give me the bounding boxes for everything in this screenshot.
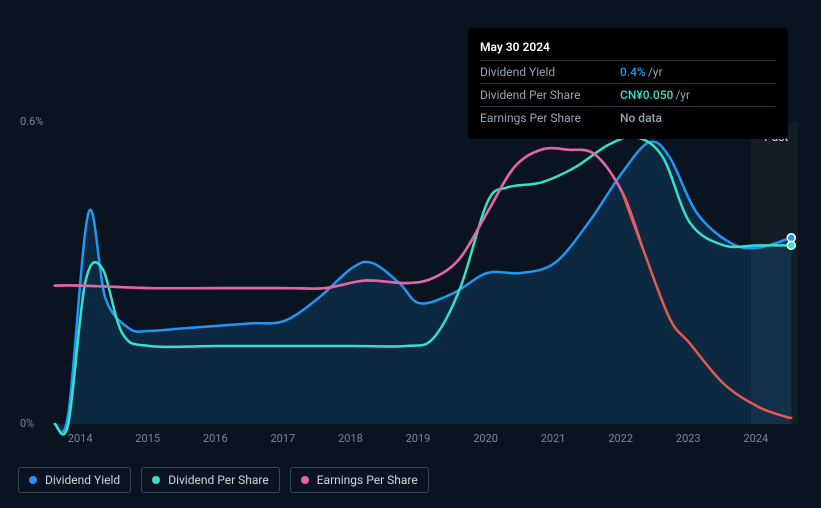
tooltip-row-value: CN¥0.050 <box>620 86 673 104</box>
tooltip-row: Dividend Yield0.4%/yr <box>480 60 776 83</box>
tooltip: May 30 2024 Dividend Yield0.4%/yrDividen… <box>468 28 788 139</box>
tooltip-row: Earnings Per ShareNo data <box>480 106 776 129</box>
legend-item[interactable]: Dividend Yield <box>18 467 131 493</box>
tooltip-row-suffix: /yr <box>675 86 690 104</box>
legend-item[interactable]: Dividend Per Share <box>141 467 280 493</box>
tooltip-date: May 30 2024 <box>480 38 776 56</box>
x-tick-label: 2019 <box>406 432 431 445</box>
legend-item[interactable]: Earnings Per Share <box>290 467 429 493</box>
legend-item-label: Dividend Yield <box>45 473 120 487</box>
tooltip-row-suffix: /yr <box>648 63 663 81</box>
x-tick-label: 2022 <box>608 432 633 445</box>
legend-dot-icon <box>152 476 160 484</box>
x-tick-label: 2016 <box>203 432 228 445</box>
x-tick-label: 2017 <box>270 432 295 445</box>
tooltip-rows: Dividend Yield0.4%/yrDividend Per ShareC… <box>480 60 776 129</box>
x-tick-label: 2015 <box>135 432 160 445</box>
x-tick-label: 2018 <box>338 432 363 445</box>
legend-dot-icon <box>29 476 37 484</box>
tooltip-row-label: Dividend Per Share <box>480 86 620 104</box>
x-tick-label: 2021 <box>541 432 566 445</box>
x-tick-label: 2014 <box>68 432 93 445</box>
x-tick-label: 2020 <box>473 432 498 445</box>
tooltip-row-label: Earnings Per Share <box>480 109 620 127</box>
legend: Dividend Yield Dividend Per Share Earnings… <box>18 467 429 493</box>
tooltip-row-value: No data <box>620 109 662 127</box>
legend-item-label: Earnings Per Share <box>317 473 418 487</box>
y-tick-label: 0% <box>20 417 34 430</box>
legend-item-label: Dividend Per Share <box>168 473 269 487</box>
tooltip-row-label: Dividend Yield <box>480 63 620 81</box>
tooltip-row-value: 0.4% <box>620 63 646 81</box>
y-tick-label: 0.6% <box>20 115 43 128</box>
legend-dot-icon <box>301 476 309 484</box>
x-tick-label: 2023 <box>676 432 701 445</box>
tooltip-row: Dividend Per ShareCN¥0.050/yr <box>480 83 776 106</box>
x-tick-label: 2024 <box>743 432 768 445</box>
